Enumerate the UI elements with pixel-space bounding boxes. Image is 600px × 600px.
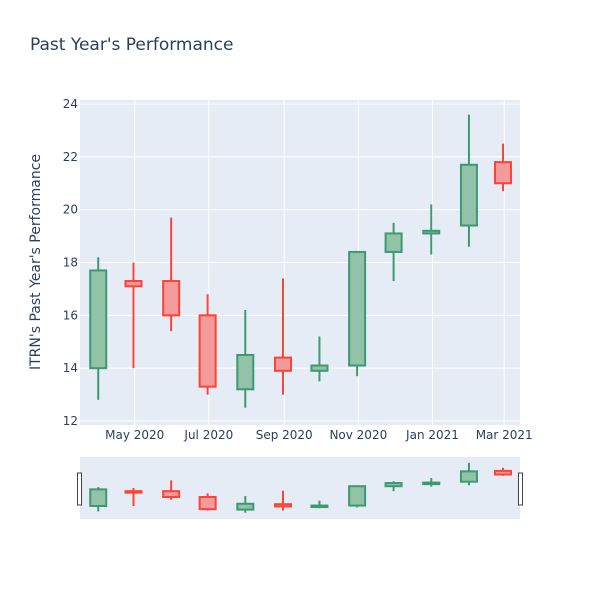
candle-body <box>273 356 292 372</box>
y-tick-label: 22 <box>63 150 78 164</box>
x-tick-label: Nov 2020 <box>329 428 387 442</box>
range-slider-candles <box>89 462 512 513</box>
y-tick-label: 24 <box>63 97 78 111</box>
range-slider[interactable] <box>80 457 520 519</box>
candle-mini <box>348 485 367 508</box>
candle-body <box>422 229 441 235</box>
candle-mini <box>89 487 108 512</box>
candle-body <box>310 364 329 372</box>
y-tick-label: 12 <box>63 414 78 428</box>
candle-body-mini <box>348 485 367 507</box>
candle-body <box>384 232 403 253</box>
candle-body-mini <box>384 482 403 488</box>
candle <box>89 257 108 400</box>
candle <box>422 204 441 255</box>
candle <box>273 278 292 395</box>
candle-body <box>493 161 512 185</box>
candle <box>459 114 478 247</box>
x-tick-label: May 2020 <box>105 428 164 442</box>
candle-mini <box>459 462 478 486</box>
range-slider-right-handle[interactable] <box>518 472 523 506</box>
candle <box>493 143 512 192</box>
candle-body-mini <box>493 469 512 476</box>
y-tick-label: 16 <box>63 308 78 322</box>
candle-mini <box>236 496 255 513</box>
candle <box>384 222 403 281</box>
y-tick-label: 20 <box>63 203 78 217</box>
candle <box>124 262 143 369</box>
candle-body <box>162 279 181 317</box>
candle-mini <box>162 480 181 500</box>
candle-mini <box>198 493 217 511</box>
candle-body <box>459 163 478 227</box>
candle-body-mini <box>89 488 108 508</box>
candle-body <box>124 279 143 288</box>
x-tick-label: Jan 2021 <box>405 428 459 442</box>
y-tick-label: 14 <box>63 361 78 375</box>
candle-body <box>348 250 367 367</box>
y-tick-label: 18 <box>63 256 78 270</box>
candle <box>198 294 217 395</box>
candle-body <box>198 314 217 388</box>
candle-mini <box>310 500 329 509</box>
candle-body-mini <box>422 481 441 486</box>
candle-body-mini <box>162 490 181 498</box>
candle <box>348 250 367 377</box>
candle <box>162 217 181 332</box>
candle-body-mini <box>236 502 255 511</box>
candle-body-mini <box>124 490 143 494</box>
candle <box>236 310 255 408</box>
candle-body-mini <box>459 470 478 483</box>
y-axis-ticks: 12 14 16 18 20 22 24 <box>63 97 78 428</box>
candle-mini <box>273 490 292 511</box>
x-tick-label: Sep 2020 <box>256 428 313 442</box>
candle-mini <box>384 481 403 492</box>
candle-body-mini <box>273 503 292 508</box>
x-axis-ticks: May 2020 Jul 2020 Sep 2020 Nov 2020 Jan 2021… <box>105 428 533 442</box>
candle-body <box>236 353 255 391</box>
candle-mini <box>124 488 143 506</box>
x-tick-label: Jul 2020 <box>183 428 233 442</box>
candle-mini <box>493 467 512 476</box>
y-axis-title: ITRN's Past Year's Performance <box>28 154 44 370</box>
candle-mini <box>422 478 441 487</box>
x-tick-label: Mar 2021 <box>476 428 533 442</box>
candle-body <box>89 269 108 370</box>
candles <box>89 114 512 408</box>
candle-body-mini <box>198 496 217 511</box>
candle-body-mini <box>310 504 329 509</box>
chart-title: Past Year's Performance <box>30 35 234 55</box>
range-slider-left-handle[interactable] <box>77 472 82 506</box>
candle <box>310 336 329 382</box>
